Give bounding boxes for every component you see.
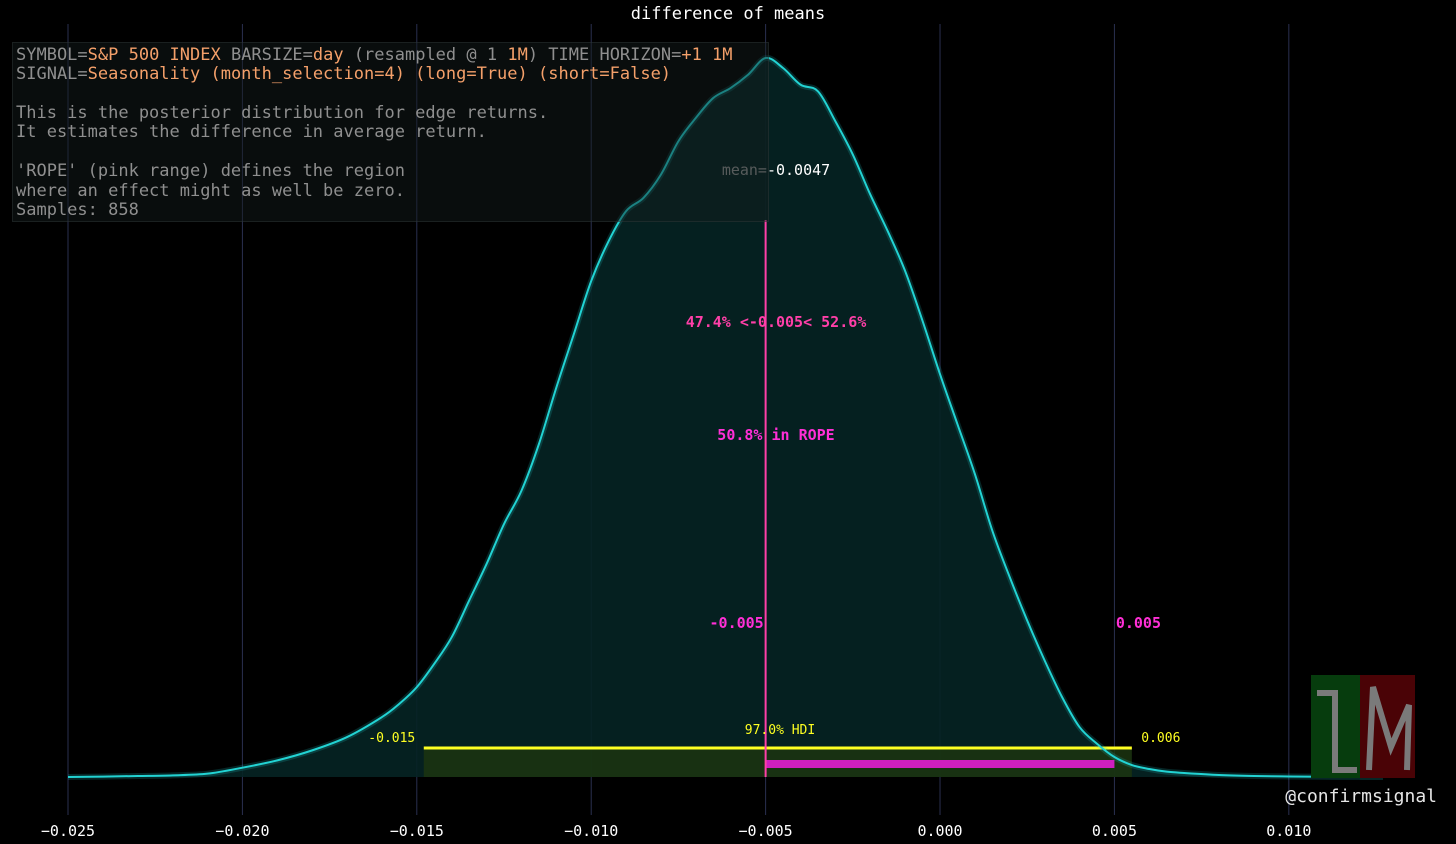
rope-high-label: 0.005 bbox=[1116, 614, 1161, 632]
symbol-key: SYMBOL= bbox=[16, 45, 88, 65]
symbol-line: SYMBOL=S&P 500 INDEX BARSIZE=day (resamp… bbox=[16, 45, 733, 65]
rope-percentage-label: 50.8% in ROPE bbox=[717, 426, 834, 444]
samples-line: Samples: 858 bbox=[16, 200, 139, 220]
mean-label-prefix: mean= bbox=[722, 161, 767, 179]
info-panel: SYMBOL=S&P 500 INDEX BARSIZE=day (resamp… bbox=[12, 42, 769, 222]
description-line-2: It estimates the difference in average r… bbox=[16, 122, 487, 142]
hdi-label: 97.0% HDI bbox=[745, 723, 815, 738]
split-label: 47.4% <-0.005< 52.6% bbox=[686, 313, 867, 331]
x-tick-label: −0.020 bbox=[215, 822, 269, 840]
mean-label: mean=-0.0047 bbox=[722, 161, 830, 179]
resample-key: (resampled @ 1 bbox=[343, 45, 508, 65]
credit-handle: @confirmsignal bbox=[1285, 786, 1437, 807]
hdi-high-label: 0.006 bbox=[1141, 731, 1180, 746]
description-line-3: 'ROPE' (pink range) defines the region bbox=[16, 161, 405, 181]
symbol-value: S&P 500 INDEX bbox=[87, 45, 221, 65]
x-tick-label: −0.015 bbox=[390, 822, 444, 840]
posterior-area bbox=[68, 57, 1383, 778]
posterior-curve bbox=[67, 56, 1384, 778]
x-tick-label: 0.005 bbox=[1092, 822, 1137, 840]
x-tick-label: 0.000 bbox=[917, 822, 962, 840]
chart-title: difference of means bbox=[631, 4, 825, 24]
rope-low-label: -0.005 bbox=[710, 614, 764, 632]
logo-mark-icon bbox=[1317, 686, 1412, 773]
mean-label-value: -0.0047 bbox=[767, 161, 830, 179]
signal-line: SIGNAL=Seasonality (month_selection=4) (… bbox=[16, 64, 671, 84]
horizon-value: +1 1M bbox=[681, 45, 733, 65]
signal-value: Seasonality (month_selection=4) (long=Tr… bbox=[87, 64, 672, 84]
x-tick-label: 0.010 bbox=[1266, 822, 1311, 840]
barsize-key: BARSIZE= bbox=[220, 45, 313, 65]
x-tick-label: −0.025 bbox=[41, 822, 95, 840]
x-tick-label: −0.005 bbox=[739, 822, 793, 840]
barsize-value: day bbox=[312, 45, 344, 65]
resample-value: 1M bbox=[507, 45, 528, 65]
description-line-1: This is the posterior distribution for e… bbox=[16, 103, 549, 123]
watermark-logo bbox=[1311, 675, 1415, 778]
horizon-key: ) TIME HORIZON= bbox=[527, 45, 682, 65]
x-tick-label: −0.010 bbox=[564, 822, 618, 840]
x-axis-ticks: −0.025 −0.020 −0.015 −0.010 −0.005 0.000 0.005… bbox=[41, 822, 1311, 840]
signal-key: SIGNAL= bbox=[16, 64, 88, 84]
rope-bar bbox=[765, 760, 1115, 768]
hdi-low-label: -0.015 bbox=[368, 731, 415, 746]
description-line-4: where an effect might as well be zero. bbox=[16, 181, 405, 201]
